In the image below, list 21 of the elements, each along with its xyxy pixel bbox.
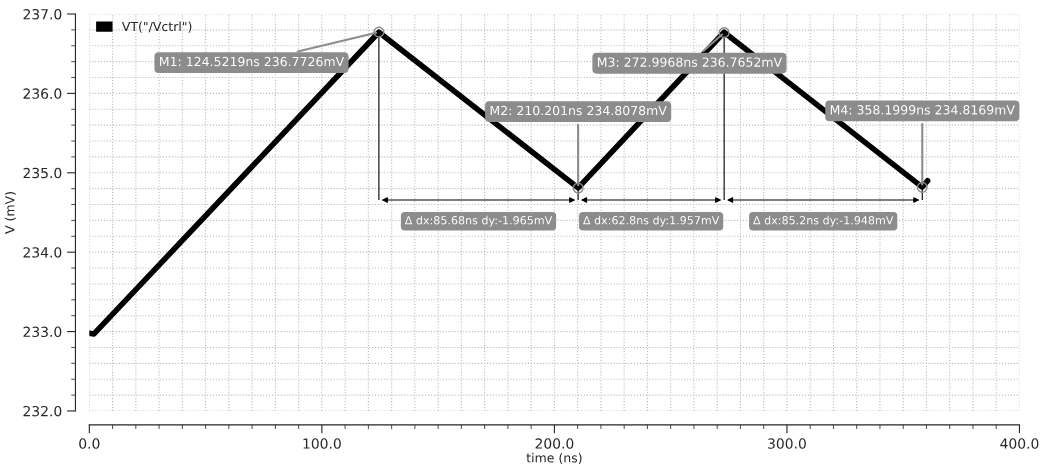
annotation: M1: 124.5219ns 236.7726mV [160,56,345,67]
x-tick-label: 400.0 [1000,438,1039,449]
y-tick-label: 235.0 [23,167,62,179]
annotation: M4: 358.1999ns 234.8169mV [830,105,1015,115]
y-tick-label: 233.0 [23,326,62,338]
annotation: M2: 210.201ns 234.8078mV [490,105,667,116]
x-axis-title: time (ns) [526,452,582,465]
annotation: M3: 272.9968ns 236.7652mV [597,57,782,67]
y-tick-label: 234.0 [23,247,62,258]
y-tick-label: 236.0 [23,88,62,99]
x-tick-label: 300.0 [768,438,806,449]
y-axis-title: V (mV) [4,192,16,234]
legend-label: VT("/Vctrl") [121,21,192,33]
annotation: Δ dx:62.8ns dy:1.957mV [583,215,720,227]
x-tick-label: 100.0 [303,438,341,449]
y-tick-label: 232.0 [23,405,62,417]
y-tick-label: 237.0 [23,8,62,20]
x-tick-label: 200.0 [535,438,574,449]
annotation: Δ dx:85.68ns dy:-1.965mV [404,215,553,227]
x-tick-label: 0.0 [79,438,100,449]
annotation: Δ dx:85.2ns dy:-1.948mV [753,215,894,227]
